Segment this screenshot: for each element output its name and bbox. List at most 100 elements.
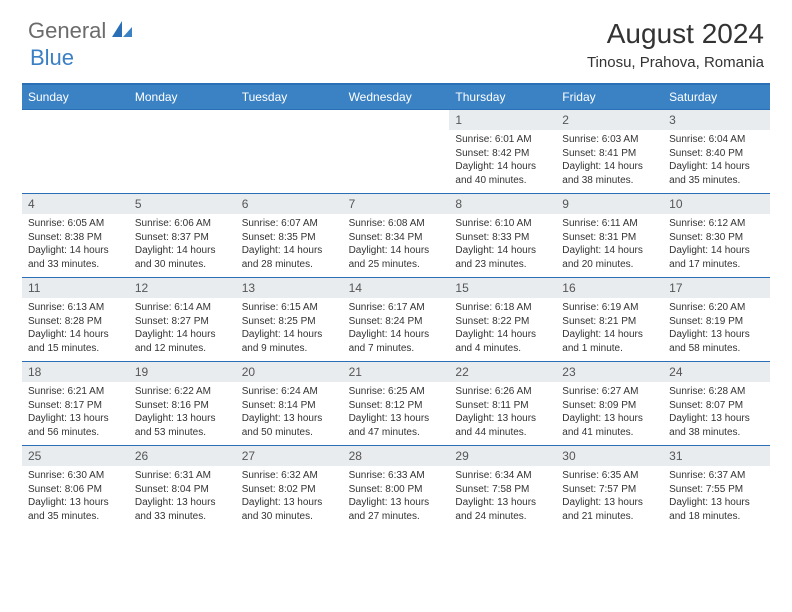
daylight-text: Daylight: 14 hours and 28 minutes. [242, 244, 337, 271]
daylight-text: Daylight: 13 hours and 50 minutes. [242, 412, 337, 439]
day-cell: 30Sunrise: 6:35 AMSunset: 7:57 PMDayligh… [556, 446, 663, 529]
day-cell: 10Sunrise: 6:12 AMSunset: 8:30 PMDayligh… [663, 194, 770, 277]
day-details: Sunrise: 6:35 AMSunset: 7:57 PMDaylight:… [556, 466, 663, 529]
day-details: Sunrise: 6:34 AMSunset: 7:58 PMDaylight:… [449, 466, 556, 529]
day-number: 18 [22, 362, 129, 382]
sunrise-text: Sunrise: 6:12 AM [669, 217, 764, 231]
day-details: Sunrise: 6:30 AMSunset: 8:06 PMDaylight:… [22, 466, 129, 529]
day-cell: 20Sunrise: 6:24 AMSunset: 8:14 PMDayligh… [236, 362, 343, 445]
sunrise-text: Sunrise: 6:33 AM [349, 469, 444, 483]
day-cell: 9Sunrise: 6:11 AMSunset: 8:31 PMDaylight… [556, 194, 663, 277]
sunrise-text: Sunrise: 6:21 AM [28, 385, 123, 399]
week-row: 11Sunrise: 6:13 AMSunset: 8:28 PMDayligh… [22, 277, 770, 361]
day-number: 11 [22, 278, 129, 298]
daylight-text: Daylight: 14 hours and 12 minutes. [135, 328, 230, 355]
day-details: Sunrise: 6:25 AMSunset: 8:12 PMDaylight:… [343, 382, 450, 445]
day-details: Sunrise: 6:33 AMSunset: 8:00 PMDaylight:… [343, 466, 450, 529]
day-cell: 8Sunrise: 6:10 AMSunset: 8:33 PMDaylight… [449, 194, 556, 277]
day-number: 9 [556, 194, 663, 214]
day-number [22, 110, 129, 116]
sunrise-text: Sunrise: 6:05 AM [28, 217, 123, 231]
day-number: 10 [663, 194, 770, 214]
day-cell: 11Sunrise: 6:13 AMSunset: 8:28 PMDayligh… [22, 278, 129, 361]
sunrise-text: Sunrise: 6:03 AM [562, 133, 657, 147]
day-details: Sunrise: 6:20 AMSunset: 8:19 PMDaylight:… [663, 298, 770, 361]
sunrise-text: Sunrise: 6:28 AM [669, 385, 764, 399]
day-details: Sunrise: 6:15 AMSunset: 8:25 PMDaylight:… [236, 298, 343, 361]
day-number: 27 [236, 446, 343, 466]
day-details: Sunrise: 6:28 AMSunset: 8:07 PMDaylight:… [663, 382, 770, 445]
daylight-text: Daylight: 14 hours and 23 minutes. [455, 244, 550, 271]
sunset-text: Sunset: 8:31 PM [562, 231, 657, 245]
day-number: 12 [129, 278, 236, 298]
sunrise-text: Sunrise: 6:01 AM [455, 133, 550, 147]
day-number: 20 [236, 362, 343, 382]
daylight-text: Daylight: 14 hours and 17 minutes. [669, 244, 764, 271]
day-cell: 14Sunrise: 6:17 AMSunset: 8:24 PMDayligh… [343, 278, 450, 361]
day-cell: 6Sunrise: 6:07 AMSunset: 8:35 PMDaylight… [236, 194, 343, 277]
sunrise-text: Sunrise: 6:13 AM [28, 301, 123, 315]
day-cell: 22Sunrise: 6:26 AMSunset: 8:11 PMDayligh… [449, 362, 556, 445]
day-details: Sunrise: 6:37 AMSunset: 7:55 PMDaylight:… [663, 466, 770, 529]
day-number [236, 110, 343, 116]
daylight-text: Daylight: 13 hours and 38 minutes. [669, 412, 764, 439]
day-details: Sunrise: 6:06 AMSunset: 8:37 PMDaylight:… [129, 214, 236, 277]
sunset-text: Sunset: 7:57 PM [562, 483, 657, 497]
day-number: 25 [22, 446, 129, 466]
day-number: 1 [449, 110, 556, 130]
day-cell: 25Sunrise: 6:30 AMSunset: 8:06 PMDayligh… [22, 446, 129, 529]
day-cell [129, 110, 236, 193]
daylight-text: Daylight: 14 hours and 30 minutes. [135, 244, 230, 271]
daylight-text: Daylight: 13 hours and 56 minutes. [28, 412, 123, 439]
day-cell: 17Sunrise: 6:20 AMSunset: 8:19 PMDayligh… [663, 278, 770, 361]
calendar: Sunday Monday Tuesday Wednesday Thursday… [22, 83, 770, 529]
day-details: Sunrise: 6:17 AMSunset: 8:24 PMDaylight:… [343, 298, 450, 361]
day-details: Sunrise: 6:22 AMSunset: 8:16 PMDaylight:… [129, 382, 236, 445]
daylight-text: Daylight: 13 hours and 27 minutes. [349, 496, 444, 523]
day-details: Sunrise: 6:01 AMSunset: 8:42 PMDaylight:… [449, 130, 556, 193]
day-number [343, 110, 450, 116]
day-cell: 5Sunrise: 6:06 AMSunset: 8:37 PMDaylight… [129, 194, 236, 277]
sunrise-text: Sunrise: 6:31 AM [135, 469, 230, 483]
sunrise-text: Sunrise: 6:11 AM [562, 217, 657, 231]
day-cell: 7Sunrise: 6:08 AMSunset: 8:34 PMDaylight… [343, 194, 450, 277]
sunset-text: Sunset: 8:00 PM [349, 483, 444, 497]
day-number: 5 [129, 194, 236, 214]
day-number: 17 [663, 278, 770, 298]
sunrise-text: Sunrise: 6:26 AM [455, 385, 550, 399]
day-cell: 1Sunrise: 6:01 AMSunset: 8:42 PMDaylight… [449, 110, 556, 193]
day-details: Sunrise: 6:31 AMSunset: 8:04 PMDaylight:… [129, 466, 236, 529]
title-block: August 2024 Tinosu, Prahova, Romania [587, 18, 764, 71]
sunrise-text: Sunrise: 6:34 AM [455, 469, 550, 483]
daylight-text: Daylight: 14 hours and 9 minutes. [242, 328, 337, 355]
day-number: 24 [663, 362, 770, 382]
daylight-text: Daylight: 13 hours and 58 minutes. [669, 328, 764, 355]
sunrise-text: Sunrise: 6:04 AM [669, 133, 764, 147]
day-cell: 24Sunrise: 6:28 AMSunset: 8:07 PMDayligh… [663, 362, 770, 445]
page-header: General August 2024 Tinosu, Prahova, Rom… [0, 0, 792, 79]
day-details: Sunrise: 6:21 AMSunset: 8:17 PMDaylight:… [22, 382, 129, 445]
day-cell: 29Sunrise: 6:34 AMSunset: 7:58 PMDayligh… [449, 446, 556, 529]
sunset-text: Sunset: 8:40 PM [669, 147, 764, 161]
daylight-text: Daylight: 14 hours and 4 minutes. [455, 328, 550, 355]
day-number: 8 [449, 194, 556, 214]
sunrise-text: Sunrise: 6:14 AM [135, 301, 230, 315]
day-number: 13 [236, 278, 343, 298]
sunset-text: Sunset: 7:58 PM [455, 483, 550, 497]
sunset-text: Sunset: 8:17 PM [28, 399, 123, 413]
sunrise-text: Sunrise: 6:20 AM [669, 301, 764, 315]
day-cell: 18Sunrise: 6:21 AMSunset: 8:17 PMDayligh… [22, 362, 129, 445]
day-details: Sunrise: 6:07 AMSunset: 8:35 PMDaylight:… [236, 214, 343, 277]
day-details: Sunrise: 6:11 AMSunset: 8:31 PMDaylight:… [556, 214, 663, 277]
weeks-container: 1Sunrise: 6:01 AMSunset: 8:42 PMDaylight… [22, 109, 770, 529]
sail-icon [112, 19, 134, 44]
sunrise-text: Sunrise: 6:18 AM [455, 301, 550, 315]
sunset-text: Sunset: 8:11 PM [455, 399, 550, 413]
location-label: Tinosu, Prahova, Romania [587, 54, 764, 71]
day-cell: 3Sunrise: 6:04 AMSunset: 8:40 PMDaylight… [663, 110, 770, 193]
day-cell: 31Sunrise: 6:37 AMSunset: 7:55 PMDayligh… [663, 446, 770, 529]
day-details: Sunrise: 6:32 AMSunset: 8:02 PMDaylight:… [236, 466, 343, 529]
sunset-text: Sunset: 8:16 PM [135, 399, 230, 413]
day-number: 23 [556, 362, 663, 382]
day-number: 21 [343, 362, 450, 382]
